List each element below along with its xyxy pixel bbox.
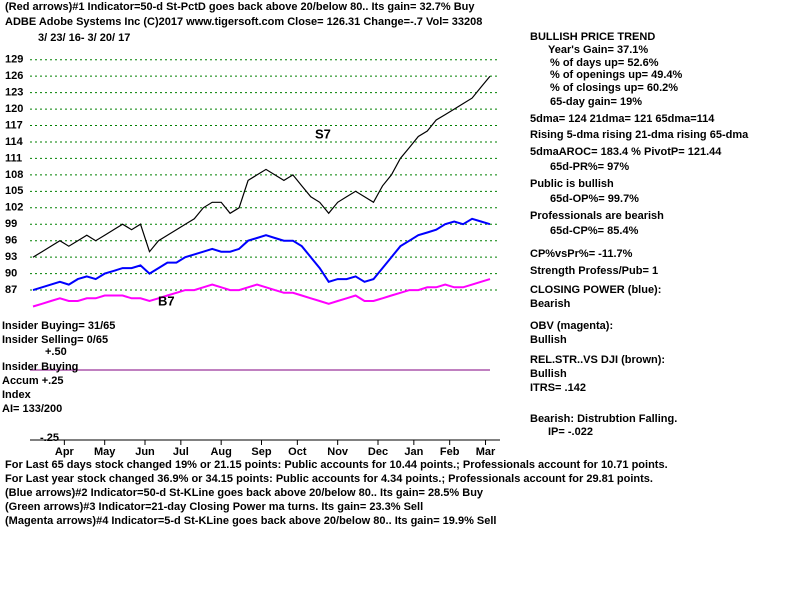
x-tick-label: Apr [55,446,75,458]
y-tick-label: 108 [5,169,23,181]
y-tick-label: 114 [5,136,24,148]
footer-line: For Last 65 days stock changed 19% or 21… [5,459,668,471]
series-line [32,75,491,258]
x-tick-label: Jun [135,446,155,458]
insider-text: Index [2,389,32,401]
header-line: (Red arrows)#1 Indicator=50-d St-PctD go… [5,1,475,13]
y-tick-label: 99 [5,218,17,230]
indicator-text: Bearish [530,298,571,310]
insider-text: Insider Buying= 31/65 [2,320,115,332]
indicator-text: CP%vsPr%= -11.7% [530,248,633,260]
indicator-text: Year's Gain= 37.1% [548,44,648,56]
x-tick-label: May [94,446,116,458]
indicator-text: ITRS= .142 [530,382,586,394]
indicator-text: % of openings up= 49.4% [550,69,683,81]
indicator-text: Bearish: Distrubtion Falling. [530,413,677,425]
header-line: 3/ 23/ 16- 3/ 20/ 17 [38,32,130,44]
indicator-text: 65-day gain= 19% [550,96,642,108]
x-tick-label: Oct [288,446,307,458]
y-tick-label: 102 [5,202,23,214]
x-tick-label: Jul [173,446,189,458]
indicator-text: 65d-OP%= 99.7% [550,193,639,205]
y-tick-label: 117 [5,119,23,131]
y-tick-label: 123 [5,87,23,99]
indicator-text: REL.STR..VS DJI (brown): [530,354,665,366]
x-tick-label: Nov [327,446,349,458]
indicator-text: 5dmaAROC= 183.4 % PivotP= 121.44 [530,146,722,158]
indicator-text: Professionals are bearish [530,210,664,222]
footer-line: (Magenta arrows)#4 Indicator=5-d St-KLin… [5,515,497,527]
indicator-text: Public is bullish [530,178,614,190]
y-tick-label: 126 [5,70,23,82]
indicator-text: OBV (magenta): [530,320,613,332]
indicator-text: % of closings up= 60.2% [550,82,678,94]
indicator-text: BULLISH PRICE TREND [530,31,655,43]
insider-text: Insider Buying [2,361,78,373]
x-tick-label: Sep [251,446,271,458]
indicator-text: Bullish [530,368,567,380]
y-tick-label: 129 [5,54,23,66]
y-tick-label: 96 [5,235,17,247]
y-tick-label: 90 [5,268,17,280]
series-line [32,217,491,292]
annotation: S7 [315,126,331,141]
indicator-text: Rising 5-dma rising 21-dma rising 65-dma [530,129,749,141]
indicator-text: 65d-PR%= 97% [550,161,629,173]
footer-line: (Green arrows)#3 Indicator=21-day Closin… [5,501,423,513]
indicator-text: 5dma= 124 21dma= 121 65dma=114 [530,113,715,125]
insider-text: Insider Selling= 0/65 [2,334,108,346]
annotation: B7 [158,293,175,308]
indicator-text: Strength Profess/Pub= 1 [530,265,658,277]
series-line [32,278,491,308]
footer-line: (Blue arrows)#2 Indicator=50-d St-KLine … [5,487,484,499]
insider-text: +.50 [45,346,67,358]
indicator-text: % of days up= 52.6% [550,57,659,69]
indicator-text: Bullish [530,334,567,346]
indicator-text: IP= -.022 [548,426,593,438]
y-tick-label: 105 [5,185,23,197]
insider-text: Accum +.25 [2,375,63,387]
x-tick-label: Feb [440,446,460,458]
x-tick-label: Mar [476,446,496,458]
insider-text: AI= 133/200 [2,403,62,415]
x-tick-label: Aug [210,446,231,458]
insider-text: -.25 [40,432,59,444]
indicator-text: 65d-CP%= 85.4% [550,225,639,237]
y-tick-label: 87 [5,284,17,296]
x-tick-label: Jan [404,446,423,458]
y-tick-label: 93 [5,251,17,263]
y-tick-label: 120 [5,103,23,115]
y-tick-label: 111 [5,152,22,164]
header-line: ADBE Adobe Systems Inc (C)2017 www.tiger… [5,16,482,28]
indicator-text: CLOSING POWER (blue): [530,284,661,296]
x-tick-label: Dec [368,446,388,458]
footer-line: For Last year stock changed 36.9% or 34.… [5,473,653,485]
